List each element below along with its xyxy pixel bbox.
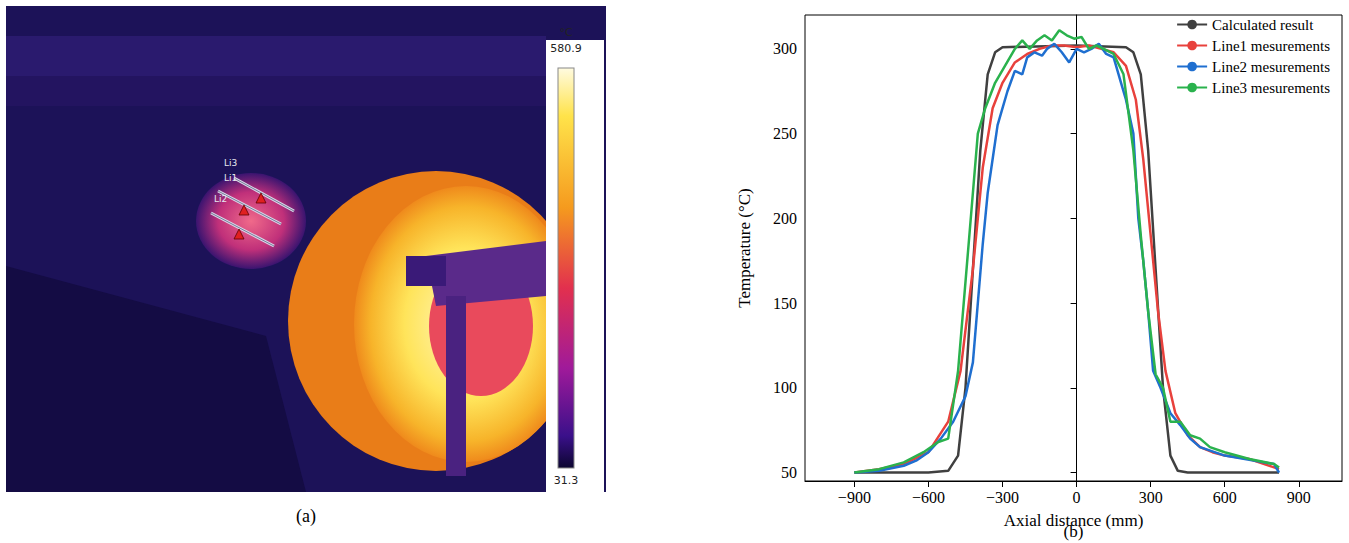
svg-text:31.3: 31.3 — [554, 474, 579, 487]
svg-text:Li3: Li3 — [224, 158, 237, 168]
svg-text:50: 50 — [781, 464, 797, 481]
svg-text:Line3 mesurements: Line3 mesurements — [1212, 80, 1330, 96]
svg-text:250: 250 — [773, 125, 797, 142]
svg-text:−300: −300 — [986, 489, 1019, 506]
svg-text:°C: °C — [559, 26, 573, 39]
svg-text:Li2: Li2 — [214, 194, 227, 204]
svg-text:Temperature (°C): Temperature (°C) — [735, 188, 754, 307]
svg-text:600: 600 — [1213, 489, 1237, 506]
svg-text:Line1 mesurements: Line1 mesurements — [1212, 38, 1330, 54]
svg-text:900: 900 — [1287, 489, 1311, 506]
svg-text:100: 100 — [773, 379, 797, 396]
svg-text:−900: −900 — [838, 489, 871, 506]
svg-text:Calculated result: Calculated result — [1212, 17, 1314, 33]
svg-text:0: 0 — [1073, 489, 1081, 506]
svg-text:Line2 mesurements: Line2 mesurements — [1212, 59, 1330, 75]
svg-text:150: 150 — [773, 295, 797, 312]
svg-text:300: 300 — [773, 40, 797, 57]
svg-text:Li1: Li1 — [224, 173, 237, 183]
svg-text:200: 200 — [773, 210, 797, 227]
svg-text:300: 300 — [1139, 489, 1163, 506]
svg-text:−600: −600 — [912, 489, 945, 506]
svg-text:580.9: 580.9 — [550, 42, 582, 55]
